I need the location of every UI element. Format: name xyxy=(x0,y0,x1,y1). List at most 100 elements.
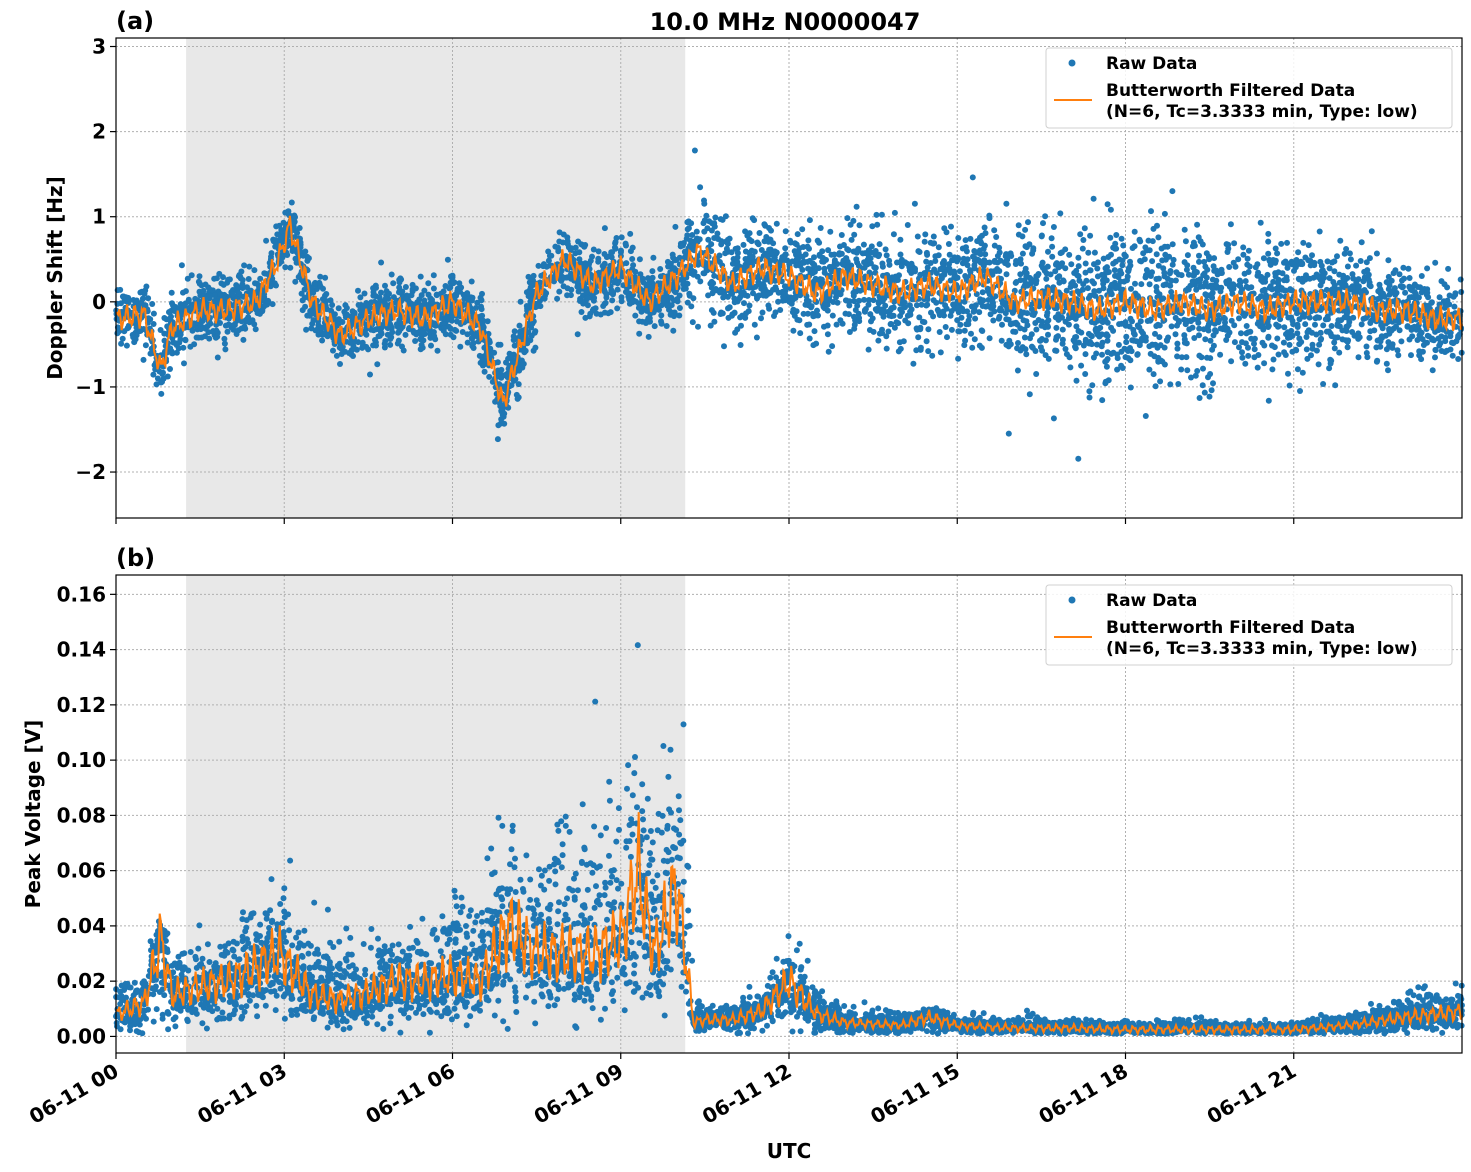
raw-data-point xyxy=(1217,325,1224,332)
raw-data-point xyxy=(601,309,608,316)
raw-data-point xyxy=(1415,326,1422,333)
raw-data-point xyxy=(1082,338,1089,345)
raw-data-point xyxy=(1123,333,1130,340)
raw-data-point xyxy=(202,333,208,340)
raw-data-point xyxy=(251,267,258,274)
raw-data-point xyxy=(1455,356,1462,362)
raw-data-point xyxy=(1279,270,1286,277)
raw-data-point xyxy=(430,285,437,292)
raw-data-point xyxy=(590,297,597,304)
raw-data-point xyxy=(878,211,885,218)
raw-data-point xyxy=(1269,366,1276,373)
raw-data-point xyxy=(690,271,697,278)
raw-data-point xyxy=(601,288,608,295)
raw-data-point xyxy=(479,312,486,319)
raw-data-point xyxy=(706,218,713,225)
raw-data-point xyxy=(922,231,929,238)
raw-data-point xyxy=(1209,276,1216,283)
raw-data-point xyxy=(629,244,636,251)
raw-data-point xyxy=(1251,340,1257,347)
raw-data-point xyxy=(388,271,395,278)
raw-data-point xyxy=(1149,258,1156,265)
raw-data-point xyxy=(1210,342,1217,349)
raw-data-point xyxy=(1216,317,1222,324)
raw-data-point xyxy=(1024,310,1031,317)
raw-data-point xyxy=(722,238,729,245)
raw-data-point xyxy=(421,297,428,304)
raw-data-point xyxy=(1309,252,1315,259)
raw-data-point xyxy=(1154,344,1161,351)
raw-data-point xyxy=(517,298,524,305)
raw-data-point xyxy=(1445,265,1452,272)
raw-data-point xyxy=(1108,291,1115,298)
raw-data-point xyxy=(998,307,1005,314)
raw-data-point xyxy=(1057,210,1064,217)
raw-data-point xyxy=(574,331,581,338)
raw-data-point xyxy=(1299,369,1306,376)
raw-data-point xyxy=(1156,334,1163,341)
raw-data-point xyxy=(1002,253,1009,260)
raw-data-point xyxy=(969,174,976,181)
raw-data-point xyxy=(1020,317,1027,324)
raw-data-point xyxy=(1038,262,1045,269)
raw-data-point xyxy=(1450,340,1457,347)
raw-data-point xyxy=(1131,228,1138,235)
raw-data-point xyxy=(1265,250,1272,257)
raw-data-point xyxy=(674,296,681,303)
raw-data-point xyxy=(1108,324,1115,331)
raw-data-point xyxy=(1240,244,1247,251)
raw-data-point xyxy=(440,288,447,295)
raw-data-point xyxy=(149,301,156,307)
raw-data-point xyxy=(118,340,125,347)
raw-data-point xyxy=(1326,275,1333,282)
raw-data-point xyxy=(448,274,455,281)
raw-data-point xyxy=(1125,346,1132,353)
raw-data-point xyxy=(1090,354,1097,361)
raw-data-point xyxy=(1099,397,1106,404)
raw-data-point xyxy=(224,328,231,335)
raw-data-point xyxy=(319,337,326,344)
raw-data-point xyxy=(1236,344,1242,351)
raw-data-point xyxy=(1212,281,1219,288)
raw-data-point xyxy=(206,293,213,300)
raw-data-point xyxy=(1056,279,1063,286)
raw-data-point xyxy=(918,301,925,308)
raw-data-point xyxy=(870,297,877,304)
raw-data-point xyxy=(955,235,962,241)
raw-data-point xyxy=(1138,281,1145,288)
raw-data-point xyxy=(722,250,729,257)
raw-data-point xyxy=(1029,311,1036,318)
raw-data-point xyxy=(895,348,902,355)
raw-data-point xyxy=(701,228,708,235)
raw-data-point xyxy=(150,321,157,327)
raw-data-point xyxy=(1331,258,1338,265)
raw-data-point xyxy=(318,324,325,331)
raw-data-point xyxy=(936,329,943,335)
raw-data-point xyxy=(754,239,761,246)
raw-data-point xyxy=(1082,371,1089,377)
raw-data-point xyxy=(516,322,523,329)
raw-data-point xyxy=(935,244,942,251)
raw-data-point xyxy=(711,272,718,279)
raw-data-point xyxy=(1146,281,1153,288)
raw-data-point xyxy=(245,276,252,282)
raw-data-point xyxy=(389,329,396,336)
raw-data-point xyxy=(796,317,803,324)
raw-data-point xyxy=(1302,321,1309,328)
raw-data-point xyxy=(1222,319,1228,326)
raw-data-point xyxy=(1294,366,1301,373)
raw-data-point xyxy=(1074,288,1081,295)
raw-data-point xyxy=(883,333,890,340)
raw-data-point xyxy=(737,342,744,348)
raw-data-point xyxy=(323,291,330,297)
raw-data-point xyxy=(758,247,765,253)
raw-data-point xyxy=(1424,265,1431,272)
raw-data-point xyxy=(806,321,813,328)
raw-data-point xyxy=(971,306,978,313)
raw-data-point xyxy=(1044,263,1051,270)
raw-data-point xyxy=(1107,234,1114,241)
raw-data-point xyxy=(851,321,858,328)
raw-data-point xyxy=(169,300,175,307)
raw-data-point xyxy=(1286,382,1293,389)
raw-data-point xyxy=(669,265,676,271)
